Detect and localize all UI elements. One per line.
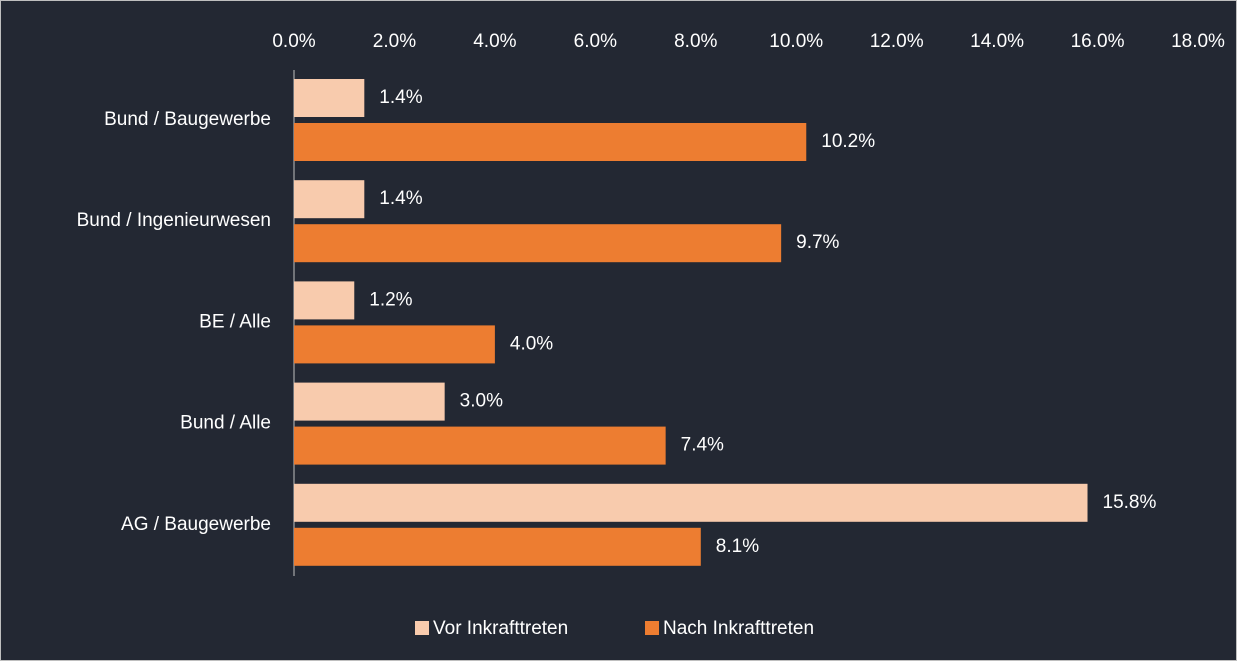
data-label: 1.4% bbox=[379, 87, 422, 108]
x-tick-label: 10.0% bbox=[769, 31, 823, 52]
y-tick-label: AG / Baugewerbe bbox=[121, 514, 271, 535]
y-tick-label: Bund / Ingenieurwesen bbox=[77, 210, 271, 231]
data-label: 3.0% bbox=[460, 391, 503, 412]
x-tick-label: 16.0% bbox=[1071, 31, 1125, 52]
data-label: 8.1% bbox=[716, 536, 759, 557]
bar bbox=[294, 483, 1088, 522]
x-tick-label: 18.0% bbox=[1171, 31, 1225, 52]
legend-label: Nach Inkrafttreten bbox=[663, 618, 814, 639]
bar bbox=[294, 527, 701, 566]
data-label: 10.2% bbox=[821, 131, 875, 152]
x-tick-label: 8.0% bbox=[674, 31, 717, 52]
data-label: 7.4% bbox=[681, 435, 724, 456]
y-tick-label: Bund / Alle bbox=[180, 413, 271, 434]
bar bbox=[294, 281, 355, 320]
bar bbox=[294, 224, 782, 263]
data-label: 4.0% bbox=[510, 333, 553, 354]
bar bbox=[294, 180, 365, 219]
bar bbox=[294, 382, 445, 421]
legend-swatch bbox=[645, 621, 659, 635]
data-label: 1.4% bbox=[379, 188, 422, 209]
data-label: 1.2% bbox=[369, 289, 412, 310]
bar bbox=[294, 325, 495, 364]
bar bbox=[294, 426, 666, 465]
legend-swatch bbox=[415, 621, 429, 635]
x-tick-label: 14.0% bbox=[970, 31, 1024, 52]
bar bbox=[294, 79, 365, 117]
x-tick-label: 4.0% bbox=[473, 31, 516, 52]
data-label: 9.7% bbox=[796, 232, 839, 253]
y-tick-label: BE / Alle bbox=[199, 311, 271, 332]
legend-label: Vor Inkrafttreten bbox=[433, 618, 568, 639]
x-tick-label: 2.0% bbox=[373, 31, 416, 52]
y-tick-label: Bund / Baugewerbe bbox=[104, 109, 271, 130]
x-tick-label: 0.0% bbox=[272, 31, 315, 52]
x-tick-label: 12.0% bbox=[870, 31, 924, 52]
bar bbox=[294, 123, 807, 161]
x-tick-label: 6.0% bbox=[574, 31, 617, 52]
data-label: 15.8% bbox=[1103, 492, 1157, 513]
